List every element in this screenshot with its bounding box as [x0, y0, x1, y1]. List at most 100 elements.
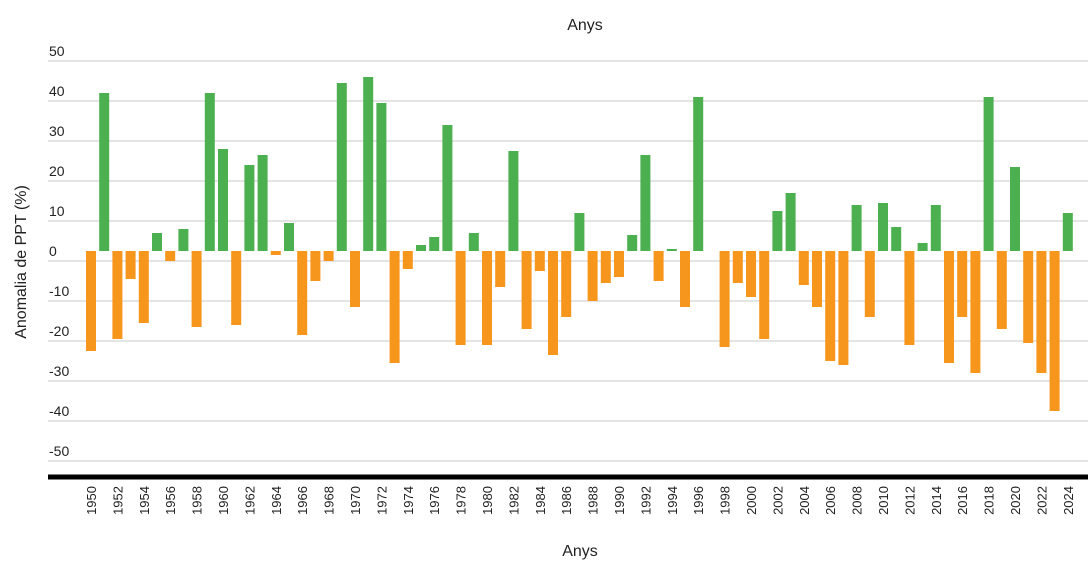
bar-1953: [125, 251, 136, 279]
y-tick-label: 0: [49, 243, 57, 259]
bar-1965: [284, 223, 294, 251]
bar-1963: [257, 155, 268, 251]
bar-2024: [1062, 213, 1073, 251]
bar-1972: [376, 103, 387, 251]
bar-2002: [772, 211, 783, 251]
x-axis-title: Anys: [562, 543, 598, 560]
bar-1977: [442, 125, 453, 251]
bar-2018: [983, 97, 994, 251]
x-tick-label: 2022: [1034, 486, 1049, 515]
bar-1952: [112, 251, 123, 339]
bar-2017: [970, 251, 981, 373]
x-tick-label: 2014: [929, 486, 944, 515]
bar-1970: [350, 251, 360, 307]
bar-1984: [534, 251, 545, 271]
x-tick-label: 2002: [770, 486, 785, 515]
x-tick-label: 1962: [242, 486, 257, 515]
bar-1978: [455, 251, 466, 345]
bar-2008: [851, 205, 862, 251]
y-axis-title: Anomalia de PPT (%): [13, 185, 30, 339]
bar-1987: [574, 213, 585, 251]
bar-1959: [204, 93, 215, 251]
bar-2006: [825, 251, 836, 361]
bar-1994: [666, 249, 677, 251]
x-tick-label: 2008: [850, 486, 865, 515]
bar-1962: [244, 165, 255, 251]
chart-title: Anys: [567, 17, 603, 34]
bar-1967: [310, 251, 321, 281]
x-tick-label: 2010: [876, 486, 891, 515]
x-tick-label: 2018: [982, 486, 997, 515]
x-tick-label: 1976: [427, 486, 442, 515]
bar-1983: [521, 251, 532, 329]
bar-1966: [297, 251, 308, 335]
x-tick-label: 1980: [480, 486, 495, 515]
bar-1964: [270, 251, 281, 255]
x-axis-ticks: 1950 1952 1954 1956 1958 1960 1962 1964 1966 1968…: [84, 486, 1076, 515]
bar-1980: [482, 251, 492, 345]
x-tick-label: 2004: [797, 486, 812, 515]
bar-2004: [798, 251, 809, 285]
x-tick-label: 1952: [110, 486, 125, 515]
bar-1995: [680, 251, 690, 307]
x-tick-label: 1996: [691, 486, 706, 515]
x-tick-label: 1960: [216, 486, 231, 515]
bar-2011: [891, 227, 902, 251]
x-tick-label: 1956: [163, 486, 178, 515]
bar-1989: [600, 251, 611, 283]
bar-1992: [640, 155, 651, 251]
y-tick-label: 20: [49, 163, 65, 179]
bar-1974: [402, 251, 413, 269]
bar-1950: [86, 251, 96, 351]
x-tick-label: 1958: [190, 486, 205, 515]
x-tick-label: 1986: [559, 486, 574, 515]
x-tick-label: 2016: [955, 486, 970, 515]
bar-2014: [930, 205, 941, 251]
x-tick-label: 2012: [902, 486, 917, 515]
bar-2012: [904, 251, 915, 345]
bar-1968: [323, 251, 334, 261]
bar-1976: [429, 237, 440, 251]
x-tick-label: 1968: [322, 486, 337, 515]
bar-2021: [1023, 251, 1034, 343]
bar-1990: [614, 251, 624, 277]
bar-1996: [693, 97, 704, 251]
y-tick-label: 10: [49, 203, 65, 219]
bars: [86, 77, 1073, 411]
y-tick-label: -20: [49, 323, 69, 339]
bar-2007: [838, 251, 849, 365]
y-tick-label: 30: [49, 123, 65, 139]
bar-1957: [178, 229, 189, 251]
bar-2023: [1049, 251, 1060, 411]
bar-1961: [231, 251, 242, 325]
bar-1982: [508, 151, 519, 251]
bar-1951: [99, 93, 110, 251]
bar-2000: [746, 251, 756, 297]
x-tick-label: 1970: [348, 486, 363, 515]
x-tick-label: 1972: [374, 486, 389, 515]
bar-1971: [363, 77, 374, 251]
y-tick-label: -40: [49, 403, 69, 419]
bar-2005: [812, 251, 822, 307]
x-tick-label: 2024: [1061, 486, 1076, 515]
bar-2016: [957, 251, 968, 317]
bar-2019: [996, 251, 1007, 329]
bar-1954: [138, 251, 149, 323]
bar-1986: [561, 251, 572, 317]
bar-1981: [495, 251, 506, 287]
bar-2015: [944, 251, 954, 363]
bar-2009: [864, 251, 875, 317]
bar-2013: [917, 243, 928, 251]
bar-1999: [732, 251, 743, 283]
x-tick-label: 2006: [823, 486, 838, 515]
bar-1988: [587, 251, 598, 301]
y-tick-label: 50: [49, 43, 65, 59]
y-tick-label: 40: [49, 83, 65, 99]
bar-1985: [548, 251, 558, 355]
x-tick-label: 1984: [533, 486, 548, 515]
x-tick-label: 1978: [454, 486, 469, 515]
bar-1955: [152, 233, 162, 251]
bar-2020: [1010, 167, 1020, 251]
